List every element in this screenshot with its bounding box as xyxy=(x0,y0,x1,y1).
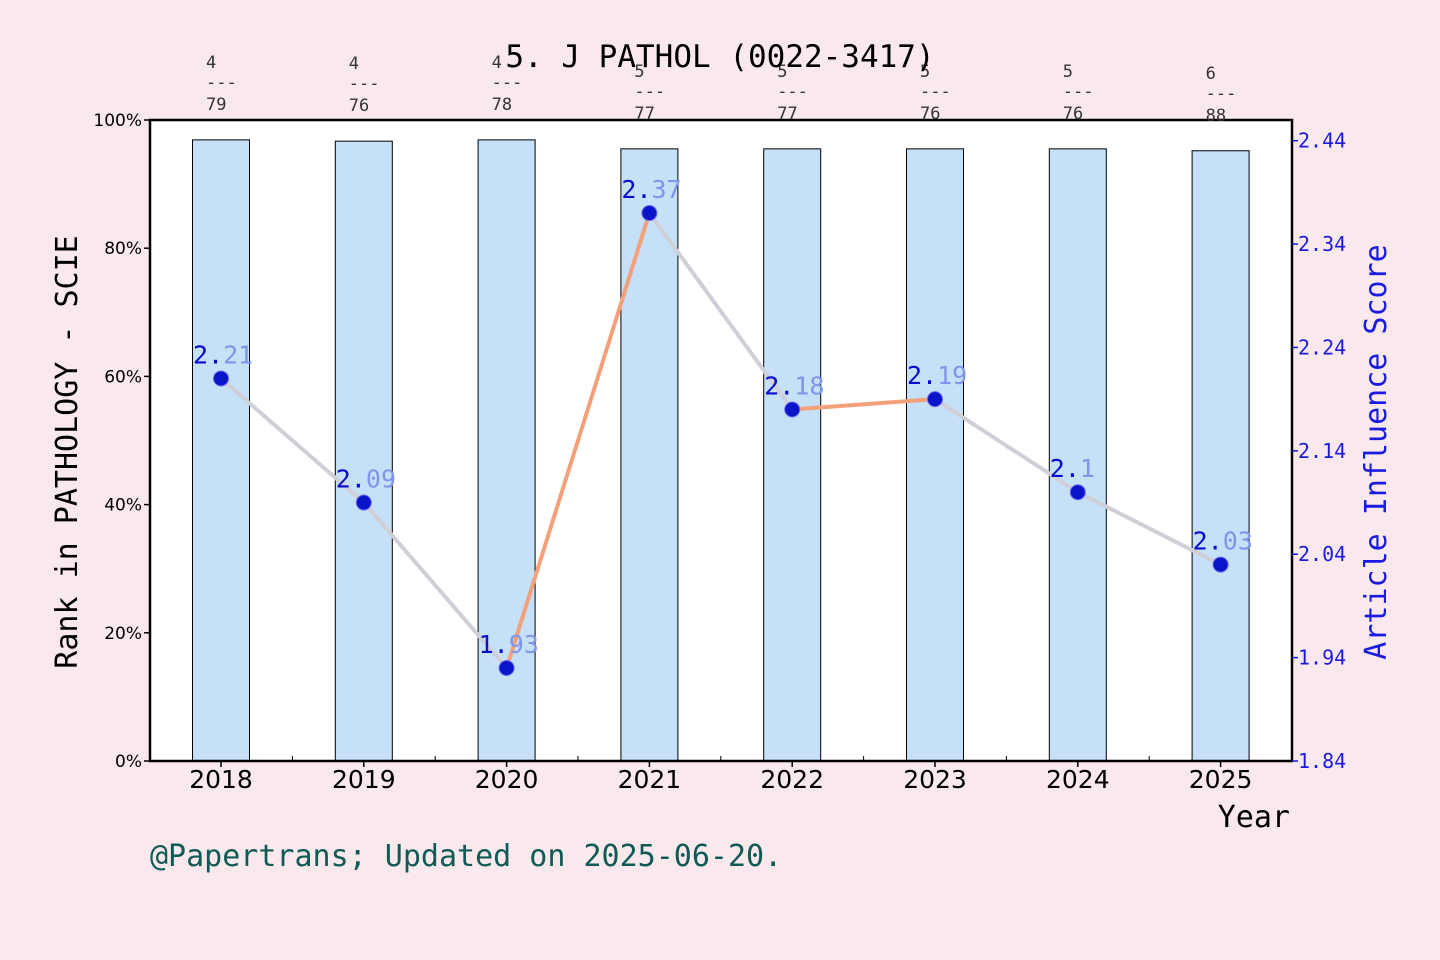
rank-annotation-2022: 5---77 xyxy=(777,62,808,124)
value-label-2022: 2.18 xyxy=(764,371,824,400)
right-tick-label: 2.44 xyxy=(1298,129,1346,153)
left-tick-label: 20% xyxy=(104,624,142,644)
rank-total: 79 xyxy=(206,95,226,115)
rank-total: 77 xyxy=(777,104,797,124)
marker-2024 xyxy=(1069,484,1086,501)
rank-annotation-2023: 5---76 xyxy=(920,62,951,124)
right-tick-label: 2.34 xyxy=(1298,232,1346,256)
line-segment-2 xyxy=(361,500,509,670)
rank-total: 76 xyxy=(920,104,940,124)
rank-separator: --- xyxy=(492,73,523,93)
left-tick-label: 100% xyxy=(93,111,142,131)
rank-total: 88 xyxy=(1206,106,1226,126)
value-label-2023: 2.19 xyxy=(907,361,967,390)
x-tick-label-2020: 2020 xyxy=(475,765,539,794)
left-tick-label: 0% xyxy=(115,752,142,772)
rank-value: 4 xyxy=(492,53,502,73)
marker-2018 xyxy=(213,370,229,387)
rank-annotation-2021: 5---77 xyxy=(634,62,665,124)
right-tick-label: 2.14 xyxy=(1298,439,1346,463)
line-segment-5 xyxy=(790,397,937,412)
bars-layer xyxy=(192,139,1250,762)
marker-2023 xyxy=(927,391,943,408)
x-tick-label-2021: 2021 xyxy=(618,765,682,794)
rank-separator: --- xyxy=(1063,82,1094,102)
x-tick-label-2025: 2025 xyxy=(1189,765,1253,794)
rank-separator: --- xyxy=(206,73,237,93)
left-tick-label: 40% xyxy=(104,496,142,516)
rank-total: 76 xyxy=(1063,104,1083,124)
axes-layer: 0% 20% 40% 60% 80% 100% 1.84 1.94 2.04 2.14 2.24 2.… xyxy=(93,111,1346,794)
left-axis-label: Rank in PATHOLOGY - SCIE xyxy=(50,235,85,668)
rank-total: 78 xyxy=(492,95,512,115)
rank-value: 5 xyxy=(777,62,787,82)
rank-separator: --- xyxy=(634,82,665,102)
footnote: @Papertrans; Updated on 2025-06-20. xyxy=(150,839,782,874)
right-tick-label: 2.04 xyxy=(1298,542,1346,566)
bar-2021 xyxy=(620,148,679,762)
x-tick-label-2019: 2019 xyxy=(332,765,396,794)
rank-annotations: 4---794---764---785---775---775---765---… xyxy=(206,53,1236,126)
rank-annotation-2019: 4---76 xyxy=(349,54,380,116)
x-tick-label-2024: 2024 xyxy=(1046,765,1110,794)
value-label-2025: 2.03 xyxy=(1193,527,1253,556)
marker-2022 xyxy=(784,401,801,418)
rank-annotation-2024: 5---76 xyxy=(1063,62,1094,124)
line-segment-1 xyxy=(219,376,366,505)
x-tick-label-2022: 2022 xyxy=(760,765,824,794)
rank-total: 76 xyxy=(349,96,369,116)
rank-separator: --- xyxy=(920,82,951,102)
marker-2020 xyxy=(498,659,515,676)
rank-value: 4 xyxy=(206,53,216,73)
bar-2023 xyxy=(906,148,964,762)
x-tick-label-2023: 2023 xyxy=(903,765,967,794)
marker-2021 xyxy=(641,205,658,222)
rank-value: 6 xyxy=(1206,64,1216,84)
line-segment-6 xyxy=(933,397,1080,495)
line-segment-7 xyxy=(1075,490,1223,567)
x-tick-label-2018: 2018 xyxy=(189,765,253,794)
rank-value: 5 xyxy=(920,62,930,82)
rank-total: 77 xyxy=(634,104,654,124)
bar-2019 xyxy=(334,140,393,762)
left-tick-label: 80% xyxy=(104,239,142,259)
value-label-2024: 2.1 xyxy=(1050,454,1095,483)
value-label-2021: 2.37 xyxy=(621,175,681,204)
bar-2018 xyxy=(192,139,250,762)
rank-annotation-2018: 4---79 xyxy=(206,53,237,115)
value-label-2018: 2.21 xyxy=(193,340,253,369)
rank-annotation-2020: 4---78 xyxy=(492,53,523,115)
value-label-2020: 1.93 xyxy=(479,630,539,659)
bar-2020 xyxy=(477,139,536,762)
rank-separator: --- xyxy=(1206,84,1237,104)
rank-separator: --- xyxy=(349,74,380,94)
chart-title: 5. J PATHOL (0022-3417) xyxy=(505,39,934,75)
bar-2025 xyxy=(1191,150,1250,762)
rank-value: 5 xyxy=(634,62,644,82)
x-axis-label: Year xyxy=(1218,800,1290,835)
right-tick-label: 1.94 xyxy=(1298,646,1346,670)
left-tick-label: 60% xyxy=(104,367,142,387)
rank-annotation-2025: 6---88 xyxy=(1206,64,1237,126)
marker-2025 xyxy=(1212,556,1229,573)
value-label-2019: 2.09 xyxy=(336,465,396,494)
line-segment-4 xyxy=(647,211,795,412)
line-layer: 2.21 2.09 1.93 2.37 2.18 2.19 2.1 2.03 xyxy=(193,175,1253,676)
right-tick-label: 2.24 xyxy=(1298,335,1346,359)
right-axis-label: Article Influence Score xyxy=(1359,244,1394,659)
rank-separator: --- xyxy=(777,82,808,102)
right-tick-label: 1.84 xyxy=(1298,749,1346,773)
marker-2019 xyxy=(355,494,372,511)
bar-2022 xyxy=(763,148,822,762)
rank-value: 4 xyxy=(349,54,359,74)
plot-area xyxy=(150,120,1292,761)
rank-value: 5 xyxy=(1063,62,1073,82)
line-segment-3 xyxy=(504,211,652,670)
